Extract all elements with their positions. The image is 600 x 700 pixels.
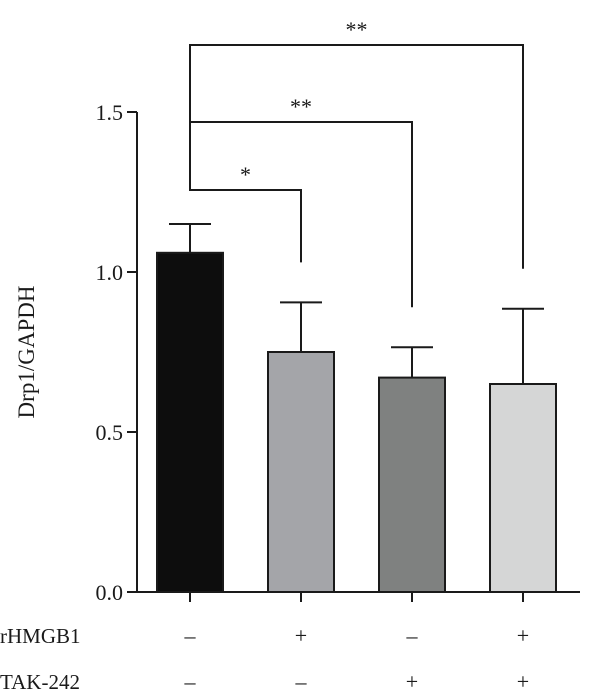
condition-mark: + (517, 669, 529, 694)
bar (489, 383, 557, 593)
y-tick-label: 0.5 (96, 420, 124, 445)
significance-brackets: ***** (189, 17, 524, 308)
condition-mark: + (517, 623, 529, 648)
significance-label: * (240, 162, 251, 187)
y-tick-label: 0.0 (96, 580, 124, 605)
condition-mark: – (295, 669, 308, 694)
bar (378, 376, 446, 593)
condition-mark: + (295, 623, 307, 648)
error-bars (169, 223, 544, 384)
condition-label: rHMGB1 (0, 624, 81, 648)
significance-bracket (189, 182, 302, 263)
bar (156, 251, 224, 594)
condition-mark: – (184, 623, 197, 648)
bar (267, 351, 335, 593)
condition-mark: + (406, 669, 418, 694)
y-axis-label: Drp1/GAPDH (14, 286, 39, 419)
y-tick-label: 1.0 (96, 260, 124, 285)
condition-mark: – (406, 623, 419, 648)
condition-table: rHMGB1 – + – + TAK-242 – – + + (0, 623, 529, 694)
y-axis: 0.0 0.5 1.0 1.5 (96, 100, 138, 605)
significance-label: ** (290, 94, 312, 119)
significance-bracket (189, 44, 524, 269)
bars (156, 251, 557, 594)
x-axis (137, 591, 580, 602)
condition-label: TAK-242 (0, 670, 80, 694)
condition-mark: – (184, 669, 197, 694)
y-tick-label: 1.5 (96, 100, 124, 125)
significance-label: ** (346, 17, 368, 42)
